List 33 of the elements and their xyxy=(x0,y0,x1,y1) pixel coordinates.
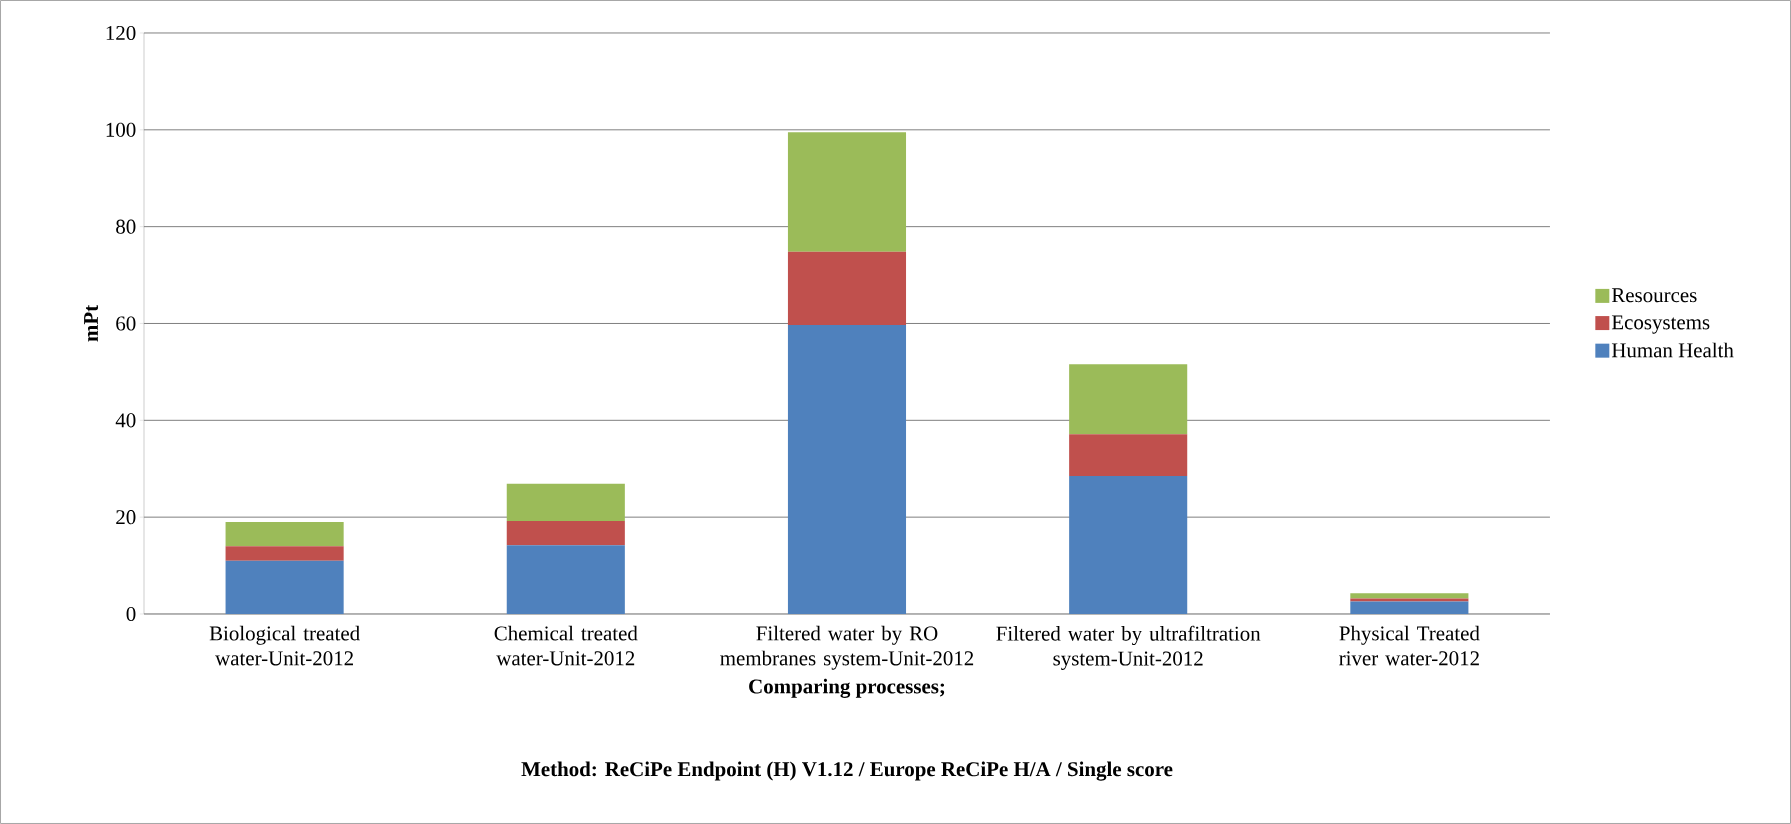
bar xyxy=(506,545,625,614)
y-tick-label: 60 xyxy=(116,316,136,331)
y-axis-title: mPt xyxy=(84,304,99,342)
y-tick-label: 40 xyxy=(115,413,136,428)
bar xyxy=(1350,593,1469,599)
bar xyxy=(506,521,625,546)
text: Method: ReCiPe Endpoint (H) V1.12 / Europe ReCiPe H/A / Single score xyxy=(521,761,1173,781)
legend-label: Human Health xyxy=(1611,342,1734,358)
bar xyxy=(1069,434,1188,476)
y-tick-label: 80 xyxy=(116,219,136,234)
bar xyxy=(787,132,907,252)
y-tick-label: 100 xyxy=(106,122,136,137)
bar xyxy=(787,324,907,614)
y-tick-label: 120 xyxy=(106,25,136,41)
x-tick-label: Chemical treated water-Unit-2012 xyxy=(494,625,638,666)
bar xyxy=(225,521,344,547)
bar xyxy=(1350,601,1469,614)
bar xyxy=(1350,598,1469,602)
bar xyxy=(225,560,344,614)
x-tick-label: Filtered water by ultrafiltration system-Unit-2012 xyxy=(996,625,1261,670)
legend-label: Resources xyxy=(1611,288,1697,303)
legend-label: Ecosystems xyxy=(1611,315,1710,334)
y-tick-label: 20 xyxy=(116,510,136,525)
bar xyxy=(506,483,625,522)
bar xyxy=(1069,364,1188,435)
x-tick-label: Filtered water by RO membranes system-Unit-2012 xyxy=(720,625,974,670)
bar xyxy=(787,251,907,325)
bar xyxy=(225,546,344,561)
x-axis-title: Comparing processes; xyxy=(749,678,945,698)
x-tick-label: Physical Treated river water-2012 xyxy=(1339,625,1480,666)
y-tick-label: 0 xyxy=(126,606,136,622)
x-tick-label: Biological treated water-Unit-2012 xyxy=(209,625,360,666)
bar xyxy=(1069,476,1188,614)
